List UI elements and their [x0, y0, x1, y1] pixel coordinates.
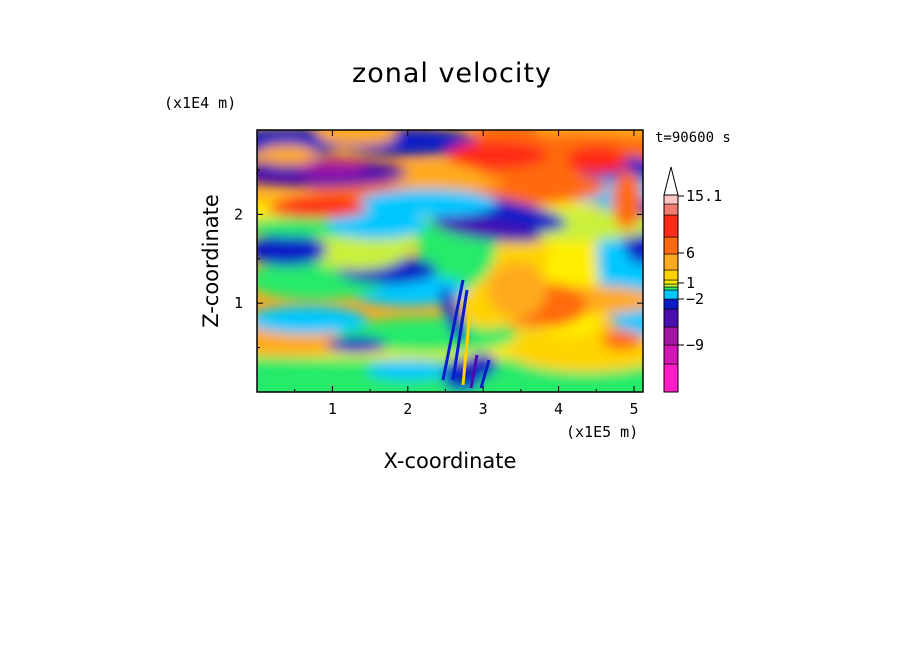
contour-blob	[297, 160, 367, 176]
contour-blob	[567, 146, 627, 174]
y-axis-unit: (x1E4 m)	[164, 94, 237, 112]
colorbar-swatch	[663, 279, 679, 285]
contour-blob	[327, 337, 387, 353]
contour-blob	[367, 360, 447, 380]
contour-blob	[440, 286, 466, 344]
colorbar-swatch	[663, 326, 679, 346]
colorbar-swatch	[663, 298, 679, 310]
contour-blob	[357, 189, 497, 217]
contour-blob	[327, 211, 427, 239]
field-streaks	[441, 279, 491, 389]
colorbar-swatch	[663, 194, 679, 205]
y-tick-label: 2	[234, 205, 243, 223]
contour-blob	[487, 262, 547, 318]
colorbar-swatch	[663, 289, 679, 300]
time-label: t=90600 s	[655, 130, 731, 146]
colorbar: 15.1 6 1−2 −9	[663, 166, 722, 393]
y-axis: 12	[234, 169, 643, 349]
contour-blob	[432, 217, 542, 243]
x-tick-label: 2	[403, 400, 412, 418]
x-tick-label: 3	[479, 400, 488, 418]
y-tick-label: 1	[234, 294, 243, 312]
contour-blob	[602, 330, 642, 350]
contour-blob	[257, 234, 327, 266]
x-axis: 1 2 3 4 5	[294, 130, 638, 418]
contour-blob	[387, 164, 507, 192]
colorbar-swatch	[663, 236, 679, 255]
colorbar-swatch	[663, 214, 679, 238]
x-tick-label: 5	[629, 400, 638, 418]
x-axis-label: X-coordinate	[383, 449, 517, 473]
contour-blob	[467, 353, 497, 377]
colorbar-label: 1	[686, 274, 695, 292]
colorbar-swatch	[663, 363, 679, 393]
colorbar-swatch	[663, 286, 679, 291]
contour-blob	[267, 198, 367, 218]
contour-blob	[447, 141, 547, 169]
plot-frame	[256, 129, 644, 393]
colorbar-swatch	[663, 269, 679, 281]
streak	[441, 279, 465, 381]
colorbar-label: 15.1	[686, 187, 722, 205]
colorbar-label: −2	[686, 290, 704, 308]
colorbar-swatch	[663, 308, 679, 328]
colorbar-extension-arrow	[663, 166, 679, 196]
colorbar-label: 6	[686, 244, 695, 262]
colorbar-swatch	[663, 253, 679, 271]
colorbar-swatch	[663, 283, 679, 288]
colorbar-label: −9	[686, 336, 704, 354]
contour-blob	[257, 145, 317, 165]
streak	[451, 289, 469, 381]
chart-title: zonal velocity	[352, 58, 552, 89]
contour-blob	[257, 306, 367, 334]
x-axis-unit: (x1E5 m)	[566, 423, 639, 441]
colorbar-swatch	[663, 344, 679, 365]
streak	[461, 299, 473, 386]
colorbar-swatch	[663, 203, 679, 216]
x-tick-label: 4	[554, 400, 563, 418]
x-tick-label: 1	[328, 400, 337, 418]
streak	[479, 359, 491, 389]
contour-blob	[612, 170, 642, 230]
contour-blob	[317, 130, 397, 145]
streak	[469, 354, 479, 389]
velocity-field	[257, 130, 643, 392]
